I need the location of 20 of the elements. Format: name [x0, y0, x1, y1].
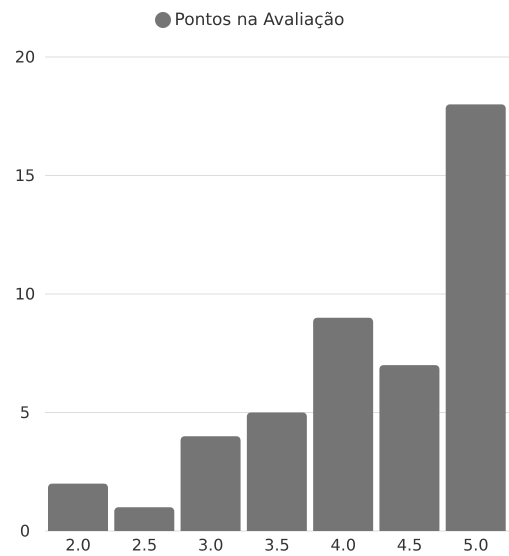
bar: [114, 507, 174, 531]
y-tick-label: 15: [14, 166, 36, 186]
x-tick-label: 4.5: [396, 535, 422, 554]
bar: [313, 318, 374, 531]
bar: [48, 484, 108, 531]
y-tick-label: 20: [14, 48, 36, 67]
bar: [379, 365, 440, 531]
bar: [180, 436, 241, 531]
x-tick-label: 2.5: [132, 535, 158, 554]
y-tick-label: 5: [20, 403, 30, 422]
x-tick-label: 2.0: [65, 535, 91, 554]
y-tick-label: 0: [20, 522, 30, 541]
x-tick-label: 5.0: [463, 535, 489, 554]
y-tick-label: 10: [14, 284, 36, 304]
bar: [246, 412, 307, 531]
bar: [446, 104, 506, 531]
legend-label: Pontos na Avaliação: [174, 10, 344, 30]
x-tick-label: 4.0: [330, 535, 356, 554]
x-tick-label: 3.5: [264, 535, 290, 554]
x-tick-label: 3.0: [198, 535, 224, 554]
